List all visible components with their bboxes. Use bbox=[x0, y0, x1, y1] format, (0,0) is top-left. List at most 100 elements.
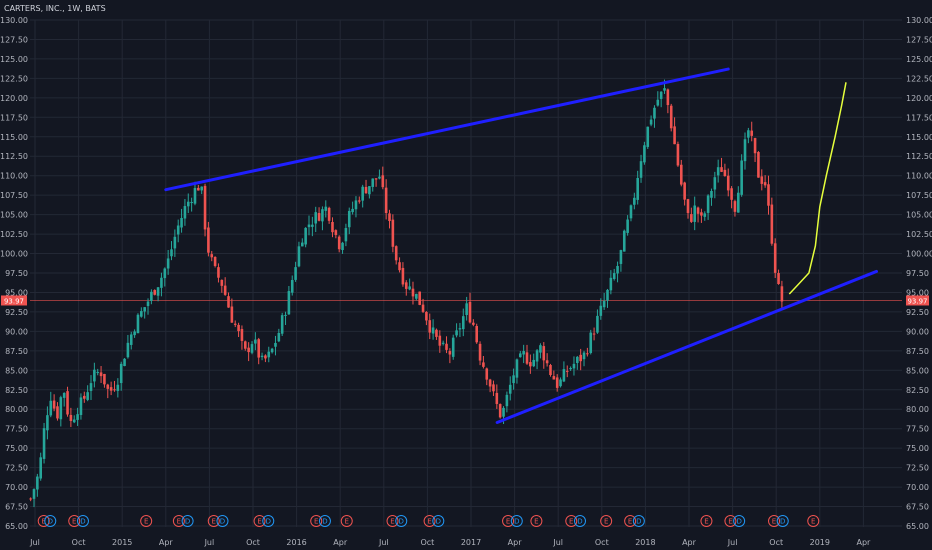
y-tick-label: 102.50 bbox=[0, 230, 28, 239]
candle-body bbox=[422, 305, 425, 312]
candle-body bbox=[542, 346, 545, 360]
event-label: D bbox=[780, 518, 785, 526]
y-tick-label: 67.50 bbox=[906, 503, 929, 512]
candle-body bbox=[207, 228, 210, 253]
candle-body bbox=[137, 315, 140, 333]
candle-body bbox=[371, 179, 374, 187]
y-tick-label: 120.00 bbox=[0, 94, 28, 103]
candle-body bbox=[66, 391, 69, 414]
candle-body bbox=[653, 108, 656, 119]
y-tick-label: 100.00 bbox=[906, 250, 932, 259]
candle-body bbox=[247, 348, 250, 352]
candle-body bbox=[449, 351, 452, 354]
candle-body bbox=[680, 165, 683, 185]
candle-body bbox=[264, 355, 267, 358]
candle-body bbox=[633, 198, 636, 205]
candle-body bbox=[288, 291, 291, 314]
candle-body bbox=[106, 385, 109, 389]
y-tick-label: 77.50 bbox=[906, 425, 929, 434]
candle-body bbox=[190, 202, 193, 203]
candle-body bbox=[579, 355, 582, 361]
candle-body bbox=[120, 364, 123, 383]
candle-body bbox=[80, 397, 83, 415]
candle-body bbox=[328, 208, 331, 221]
candle-body bbox=[646, 127, 649, 147]
y-tick-label: 97.50 bbox=[5, 269, 28, 278]
candle-body bbox=[56, 406, 59, 418]
candle-body bbox=[757, 152, 760, 178]
y-tick-label: 92.50 bbox=[5, 308, 28, 317]
candle-body bbox=[113, 389, 116, 390]
candle-body bbox=[569, 368, 572, 369]
candle-body bbox=[428, 320, 431, 332]
candle-body bbox=[546, 360, 549, 363]
y-tick-label: 120.00 bbox=[906, 94, 932, 103]
candle-body bbox=[93, 370, 96, 382]
candle-body bbox=[110, 387, 113, 391]
x-tick-label: Oct bbox=[246, 538, 260, 547]
y-tick-label: 125.00 bbox=[906, 55, 932, 64]
candle-body bbox=[526, 352, 529, 363]
y-tick-label: 70.00 bbox=[906, 483, 929, 492]
candle-body bbox=[747, 130, 750, 137]
candle-body bbox=[278, 333, 281, 341]
candle-body bbox=[764, 182, 767, 185]
candle-body bbox=[610, 278, 613, 291]
candle-body bbox=[324, 207, 327, 211]
event-label: E bbox=[390, 518, 394, 526]
candle-body bbox=[744, 139, 747, 161]
y-tick-label: 100.00 bbox=[0, 250, 28, 259]
candle-body bbox=[613, 273, 616, 279]
candle-body bbox=[499, 404, 502, 417]
candle-body bbox=[532, 360, 535, 366]
candle-body bbox=[96, 372, 99, 373]
y-tick-label: 130.00 bbox=[0, 16, 28, 25]
x-tick-label: Jul bbox=[727, 538, 738, 547]
candle-body bbox=[767, 184, 770, 205]
candle-body bbox=[529, 362, 532, 366]
candle-body bbox=[475, 326, 478, 342]
candle-body bbox=[673, 126, 676, 144]
candle-body bbox=[281, 315, 284, 334]
candle-body bbox=[415, 294, 418, 299]
y-tick-label: 92.50 bbox=[906, 308, 929, 317]
candle-body bbox=[482, 362, 485, 366]
y-tick-label: 105.00 bbox=[0, 211, 28, 220]
y-tick-label: 75.00 bbox=[906, 444, 929, 453]
candle-body bbox=[177, 226, 180, 235]
candle-body bbox=[127, 343, 130, 357]
candle-body bbox=[593, 334, 596, 335]
y-tick-label: 117.50 bbox=[0, 113, 28, 122]
candle-body bbox=[418, 292, 421, 305]
candle-body bbox=[620, 250, 623, 264]
candle-body bbox=[49, 401, 52, 416]
candle-body bbox=[626, 220, 629, 233]
candle-body bbox=[117, 385, 120, 391]
event-label: E bbox=[345, 518, 349, 526]
y-tick-label: 130.00 bbox=[906, 16, 932, 25]
candle-body bbox=[740, 160, 743, 194]
candle-body bbox=[90, 383, 93, 391]
candle-body bbox=[331, 222, 334, 232]
candle-body bbox=[408, 286, 411, 289]
x-tick-label: Oct bbox=[769, 538, 783, 547]
candle-body bbox=[103, 374, 106, 384]
candle-body bbox=[445, 344, 448, 350]
candle-body bbox=[677, 144, 680, 166]
candle-body bbox=[368, 186, 371, 194]
candle-body bbox=[345, 228, 348, 241]
event-label: E bbox=[506, 518, 510, 526]
candle-body bbox=[663, 88, 666, 91]
candle-body bbox=[231, 306, 234, 322]
y-tick-label: 85.00 bbox=[906, 366, 929, 375]
candle-body bbox=[405, 282, 408, 289]
event-label: E bbox=[144, 518, 148, 526]
candle-body bbox=[402, 268, 405, 284]
candle-body bbox=[388, 213, 391, 221]
y-tick-label: 65.00 bbox=[5, 522, 28, 531]
candle-body bbox=[361, 187, 364, 201]
candle-body bbox=[224, 286, 227, 295]
candle-body bbox=[586, 353, 589, 354]
candle-body bbox=[556, 377, 559, 387]
